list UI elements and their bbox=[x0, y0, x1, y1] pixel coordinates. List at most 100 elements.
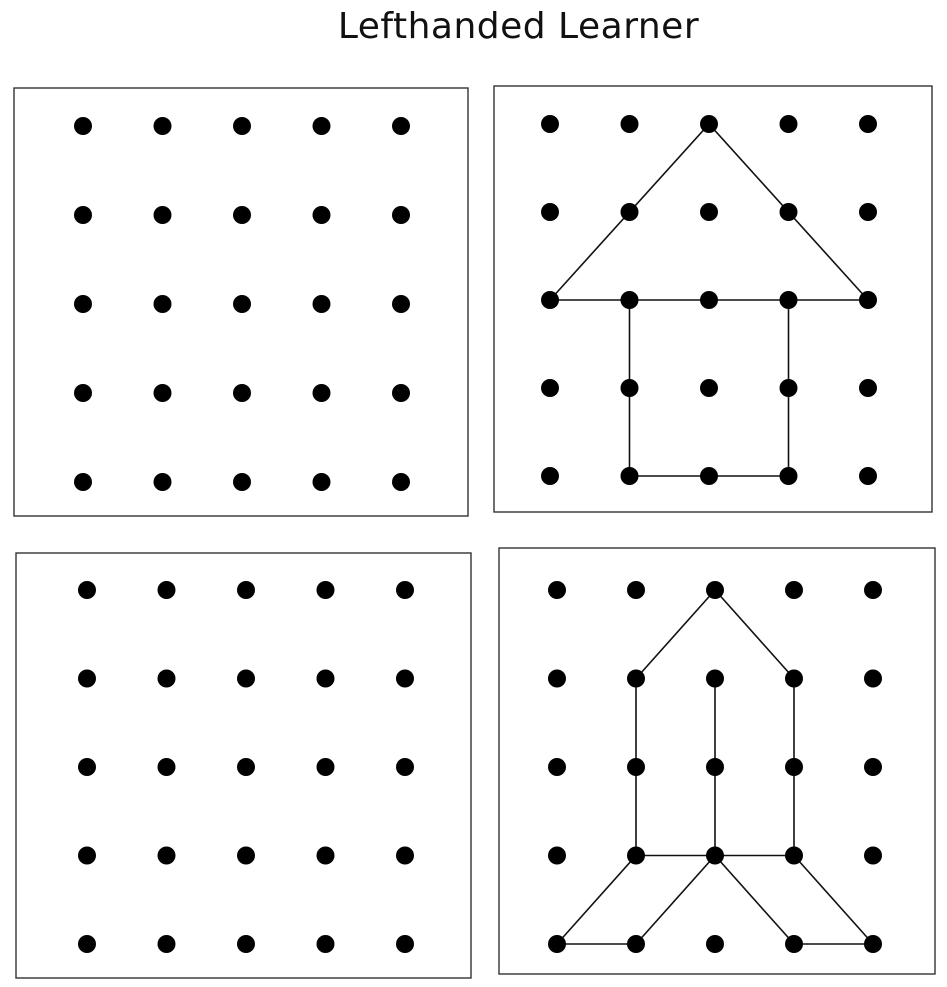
peg-dot bbox=[237, 935, 255, 953]
drawn-line bbox=[556, 589, 874, 945]
dot-grid bbox=[78, 581, 414, 953]
peg-dot bbox=[700, 467, 718, 485]
peg-dot bbox=[627, 935, 645, 953]
peg-dot bbox=[153, 384, 172, 402]
peg-dot bbox=[548, 581, 566, 599]
peg-dot bbox=[785, 581, 803, 599]
peg-dot bbox=[312, 295, 331, 313]
peg-dot bbox=[541, 379, 559, 397]
peg-dot bbox=[237, 581, 255, 599]
peg-dot bbox=[78, 581, 96, 599]
dot-grid bbox=[74, 117, 410, 491]
peg-dot bbox=[74, 384, 92, 402]
peg-dot bbox=[785, 669, 803, 688]
peg-dot bbox=[706, 581, 724, 599]
peg-dot bbox=[233, 473, 251, 491]
peg-dot bbox=[864, 669, 882, 688]
peg-dot bbox=[74, 295, 92, 313]
peg-dot bbox=[78, 669, 96, 688]
peg-dot bbox=[392, 117, 410, 135]
peg-dot bbox=[700, 379, 718, 397]
peg-dot bbox=[620, 291, 639, 309]
peg-dot bbox=[316, 935, 335, 953]
peg-dot bbox=[157, 669, 176, 688]
peg-dot bbox=[157, 846, 176, 865]
worksheet-title: Lefthanded Learner bbox=[337, 6, 700, 47]
peg-dot bbox=[233, 206, 251, 224]
peg-dot bbox=[620, 467, 639, 485]
panel-bottom-left bbox=[15, 552, 472, 979]
peg-dot bbox=[78, 758, 96, 776]
peg-dot bbox=[74, 206, 92, 224]
peg-dot bbox=[392, 384, 410, 402]
peg-dot bbox=[548, 758, 566, 776]
peg-dot bbox=[779, 115, 798, 133]
peg-dot bbox=[627, 581, 645, 599]
peg-dot bbox=[312, 384, 331, 402]
peg-dot bbox=[237, 669, 255, 688]
dot-grid bbox=[548, 581, 882, 953]
peg-dot bbox=[859, 115, 877, 133]
peg-dot bbox=[864, 846, 882, 865]
peg-dot bbox=[312, 117, 331, 135]
peg-dot bbox=[864, 935, 882, 953]
peg-dot bbox=[785, 758, 803, 776]
peg-dot bbox=[620, 115, 639, 133]
peg-dot bbox=[785, 935, 803, 953]
dot-grid bbox=[541, 115, 877, 485]
peg-dot bbox=[541, 203, 559, 221]
peg-dot bbox=[316, 669, 335, 688]
peg-dot bbox=[864, 758, 882, 776]
peg-dot bbox=[627, 669, 645, 688]
peg-dot bbox=[627, 846, 645, 865]
peg-dot bbox=[157, 758, 176, 776]
peg-dot bbox=[153, 206, 172, 224]
panel-top-right bbox=[493, 85, 933, 513]
peg-dot bbox=[627, 758, 645, 776]
peg-dot bbox=[541, 291, 559, 309]
peg-dot bbox=[396, 669, 414, 688]
peg-dot bbox=[312, 206, 331, 224]
peg-dot bbox=[548, 846, 566, 865]
peg-dot bbox=[779, 467, 798, 485]
peg-dot bbox=[157, 581, 176, 599]
peg-dot bbox=[700, 115, 718, 133]
peg-dot bbox=[153, 117, 172, 135]
peg-dot bbox=[859, 291, 877, 309]
peg-dot bbox=[541, 115, 559, 133]
peg-dot bbox=[396, 846, 414, 865]
peg-dot bbox=[700, 291, 718, 309]
peg-dot bbox=[396, 758, 414, 776]
peg-dot bbox=[548, 669, 566, 688]
peg-dot bbox=[316, 758, 335, 776]
panel-top-left bbox=[13, 87, 469, 517]
peg-dot bbox=[700, 203, 718, 221]
peg-dot bbox=[316, 846, 335, 865]
peg-dot bbox=[706, 669, 724, 688]
peg-dot bbox=[785, 846, 803, 865]
peg-dot bbox=[864, 581, 882, 599]
peg-dot bbox=[779, 379, 798, 397]
peg-dot bbox=[706, 935, 724, 953]
peg-dot bbox=[396, 581, 414, 599]
peg-dot bbox=[237, 846, 255, 865]
peg-dot bbox=[237, 758, 255, 776]
peg-dot bbox=[859, 379, 877, 397]
peg-dot bbox=[233, 117, 251, 135]
peg-dot bbox=[779, 291, 798, 309]
peg-dot bbox=[620, 379, 639, 397]
peg-dot bbox=[392, 206, 410, 224]
peg-dot bbox=[78, 846, 96, 865]
peg-dot bbox=[706, 758, 724, 776]
peg-dot bbox=[392, 295, 410, 313]
peg-dot bbox=[233, 384, 251, 402]
peg-dot bbox=[312, 473, 331, 491]
panel-bottom-right bbox=[498, 547, 936, 975]
peg-dot bbox=[396, 935, 414, 953]
peg-dot bbox=[620, 203, 639, 221]
peg-dot bbox=[74, 117, 92, 135]
peg-dot bbox=[316, 581, 335, 599]
peg-dot bbox=[541, 467, 559, 485]
peg-dot bbox=[548, 935, 566, 953]
